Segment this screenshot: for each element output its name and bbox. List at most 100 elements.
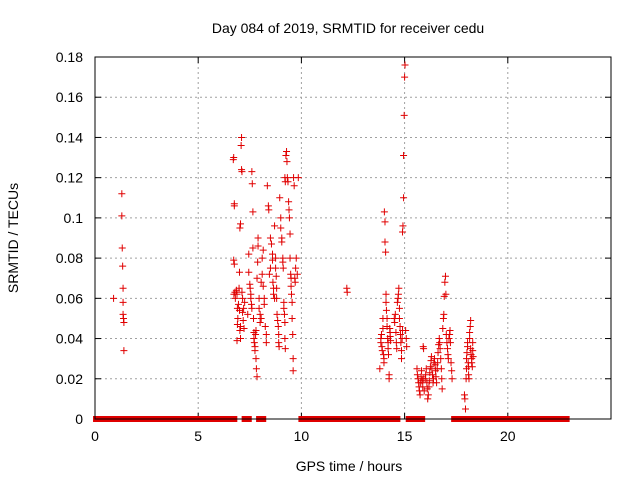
data-point: [294, 174, 302, 182]
data-point: [384, 345, 392, 353]
data-point: [110, 294, 118, 302]
data-point: [239, 308, 247, 316]
data-point: [233, 290, 241, 298]
data-point: [425, 377, 433, 385]
data-point: [120, 347, 128, 355]
data-point: [236, 327, 244, 335]
data-point: [248, 168, 256, 176]
data-point: [382, 306, 390, 314]
data-point: [273, 294, 281, 302]
data-point: [283, 174, 291, 182]
data-point: [396, 322, 404, 330]
data-point: [287, 290, 295, 298]
data-point: [253, 274, 261, 282]
data-point: [273, 284, 281, 292]
data-point: [285, 214, 293, 222]
data-point: [246, 284, 254, 292]
data-point: [235, 284, 243, 292]
data-point: [397, 339, 405, 347]
data-point: [120, 318, 128, 326]
data-point: [441, 278, 449, 286]
data-point: [468, 363, 476, 371]
data-point: [274, 316, 282, 324]
data-point: [382, 248, 390, 256]
data-point: [240, 325, 248, 332]
data-point: [260, 294, 268, 302]
data-point: [446, 327, 454, 335]
data-point: [272, 254, 280, 262]
data-point: [247, 294, 255, 302]
data-point: [402, 327, 410, 335]
data-point: [239, 294, 247, 302]
data-point: [280, 310, 288, 318]
data-point: [445, 335, 453, 343]
y-axis-label: SRMTID / TECUs: [5, 183, 21, 293]
data-point: [467, 316, 475, 324]
data-point: [444, 355, 452, 363]
data-point: [119, 298, 127, 306]
data-point: [253, 373, 261, 381]
y-tick-label: 0.02: [56, 371, 83, 387]
data-point: [377, 331, 385, 339]
data-point: [234, 314, 242, 322]
x-tick-label: 15: [397, 428, 413, 444]
data-point: [239, 316, 247, 324]
data-point: [281, 318, 289, 326]
x-tick-label: 0: [91, 428, 99, 444]
data-point: [422, 371, 430, 379]
data-point: [393, 298, 401, 306]
data-point: [461, 395, 469, 403]
data-point: [270, 290, 278, 298]
data-point: [237, 220, 245, 228]
data-point: [261, 322, 269, 330]
data-point: [245, 250, 253, 258]
data-point: [376, 365, 384, 373]
data-point: [440, 310, 448, 318]
data-point: [273, 310, 281, 318]
data-point: [466, 322, 474, 330]
data-point: [286, 230, 294, 238]
data-point: [237, 335, 245, 343]
data-point: [285, 206, 293, 214]
data-point: [266, 234, 274, 242]
data-point: [381, 218, 389, 226]
data-point: [254, 258, 262, 266]
data-point: [469, 339, 477, 347]
data-point: [236, 224, 244, 232]
data-point: [252, 327, 260, 335]
data-point: [433, 379, 441, 387]
data-point: [378, 347, 386, 355]
data-point: [283, 158, 291, 166]
data-point: [469, 353, 477, 361]
data-point: [285, 198, 293, 206]
data-point: [234, 300, 242, 308]
data-point: [436, 345, 444, 353]
data-point: [251, 347, 259, 355]
y-tick-label: 0.1: [64, 210, 84, 226]
data-point: [413, 365, 421, 373]
axis-ticks: 0 5 10 15 20 0 0.02 0.04 0.06 0.08 0.1 0.12 0.14 0.16…: [56, 49, 611, 444]
data-point: [286, 254, 294, 262]
data-point: [272, 272, 280, 280]
data-point: [385, 375, 393, 383]
data-point: [240, 304, 248, 312]
data-point: [432, 373, 440, 381]
data-point: [400, 111, 408, 119]
data-point: [439, 325, 447, 332]
data-point: [431, 355, 439, 363]
data-point: [283, 148, 291, 156]
data-point: [438, 385, 446, 393]
data-point: [424, 395, 432, 403]
data-point: [237, 322, 245, 330]
data-point: [231, 294, 239, 302]
x-tick-label: 10: [294, 428, 310, 444]
data-point: [244, 310, 252, 318]
data-point: [230, 202, 238, 210]
data-point: [259, 282, 267, 290]
data-point: [437, 355, 445, 363]
data-point: [385, 351, 393, 359]
y-tick-label: 0.06: [56, 290, 83, 306]
data-point: [118, 190, 126, 198]
data-point: [230, 256, 238, 264]
data-point: [230, 260, 238, 268]
